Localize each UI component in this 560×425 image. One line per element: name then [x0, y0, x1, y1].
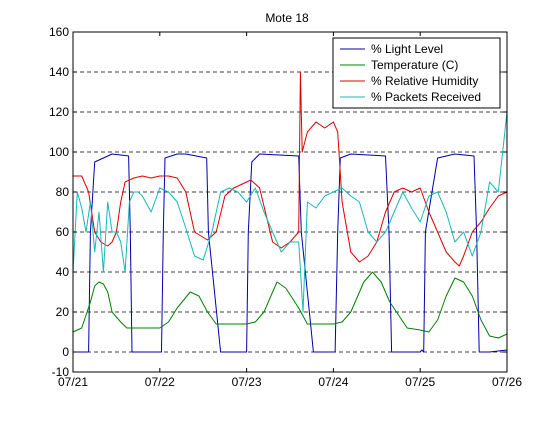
y-tick-label: 100 [49, 145, 69, 159]
x-axis: 07/21 07/22 07/23 07/24 07/25 07/26 [58, 32, 522, 389]
legend-label: % Relative Humidity [371, 74, 478, 88]
y-tick-label: 40 [56, 265, 70, 279]
series-line-4 [72, 111, 508, 313]
y-tick-label: 140 [49, 65, 69, 79]
y-axis: -10 0 20 40 60 80 100 120 140 160 [49, 25, 507, 379]
grid [73, 71, 507, 353]
legend-box [332, 37, 501, 109]
y-tick-label: 120 [49, 105, 69, 119]
x-tick-label: 07/22 [145, 375, 175, 389]
series-line-3 [73, 71, 508, 267]
legend-label: % Packets Received [371, 90, 481, 104]
series-line-1 [73, 153, 508, 353]
y-tick-label: 60 [56, 225, 70, 239]
plot-frame [72, 31, 508, 373]
x-tick-label: 07/24 [318, 375, 348, 389]
y-tick-label: 160 [49, 25, 69, 39]
x-tick-label: 07/26 [492, 375, 522, 389]
y-tick-label: 0 [62, 345, 69, 359]
series-group [72, 71, 508, 353]
x-tick-label: 07/25 [405, 375, 435, 389]
x-tick-label: 07/21 [58, 375, 88, 389]
legend-label: % Light Level [371, 42, 443, 56]
y-tick-label: 80 [56, 185, 70, 199]
legend: % Light Level Temperature (C) % Relative H… [332, 37, 501, 109]
chart-title: Mote 18 [265, 11, 309, 25]
series-line-2 [72, 271, 508, 339]
x-tick-label: 07/23 [232, 375, 262, 389]
y-tick-label: 20 [56, 305, 70, 319]
y-tick-label: -10 [52, 365, 70, 379]
legend-label: Temperature (C) [371, 58, 458, 72]
